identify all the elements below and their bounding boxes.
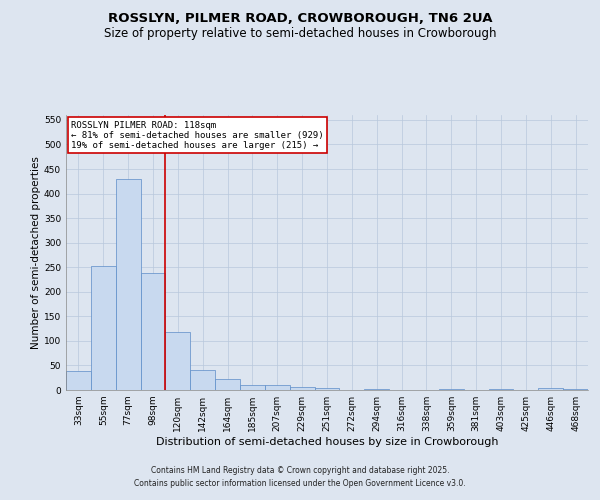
X-axis label: Distribution of semi-detached houses by size in Crowborough: Distribution of semi-detached houses by …	[156, 437, 498, 447]
Text: Size of property relative to semi-detached houses in Crowborough: Size of property relative to semi-detach…	[104, 28, 496, 40]
Bar	[91, 266, 116, 390]
Bar	[166, 332, 190, 390]
Bar	[215, 378, 240, 390]
Text: ROSSLYN, PILMER ROAD, CROWBOROUGH, TN6 2UA: ROSSLYN, PILMER ROAD, CROWBOROUGH, TN6 2…	[108, 12, 492, 26]
Bar	[190, 370, 215, 390]
Bar	[66, 372, 91, 390]
Bar	[116, 179, 140, 390]
Bar	[364, 389, 389, 390]
Bar	[314, 388, 340, 390]
Bar	[563, 389, 588, 390]
Text: ROSSLYN PILMER ROAD: 118sqm
← 81% of semi-detached houses are smaller (929)
19% : ROSSLYN PILMER ROAD: 118sqm ← 81% of sem…	[71, 120, 324, 150]
Bar	[240, 385, 265, 390]
Bar	[439, 388, 464, 390]
Bar	[265, 385, 290, 390]
Y-axis label: Number of semi-detached properties: Number of semi-detached properties	[31, 156, 41, 349]
Bar	[290, 386, 314, 390]
Text: Contains HM Land Registry data © Crown copyright and database right 2025.
Contai: Contains HM Land Registry data © Crown c…	[134, 466, 466, 487]
Bar	[538, 388, 563, 390]
Bar	[140, 273, 166, 390]
Bar	[488, 389, 514, 390]
